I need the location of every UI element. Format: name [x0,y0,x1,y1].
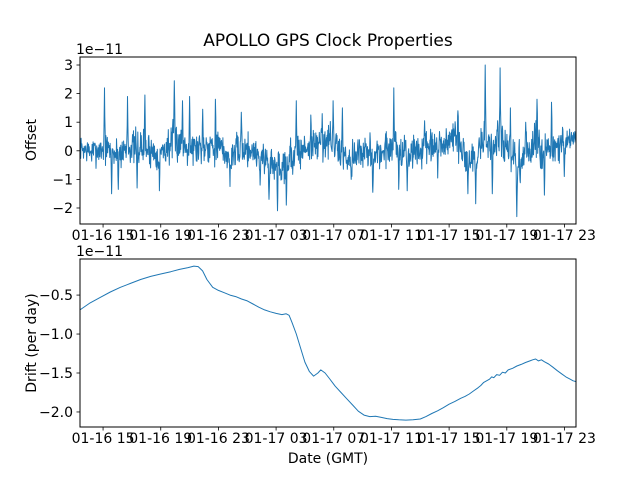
drift-x-tick-label: 01-17 19 [475,431,538,447]
drift-y-tick-label: −2.0 [39,405,73,421]
offset-x-tick-label: 01-16 15 [72,228,135,244]
drift-x-tick-label: 01-17 23 [533,431,596,447]
drift-x-tick-label: 01-17 07 [302,431,365,447]
drift-series-line [79,265,577,421]
offset-y-tick-label: −1 [52,172,73,188]
offset-axis-scale-text: 1e−11 [76,42,124,58]
drift-x-tick-label: 01-16 19 [129,431,192,447]
offset-x-tick-label: 01-17 15 [418,228,481,244]
offset-x-tick-label: 01-17 11 [360,228,423,244]
drift-axis-scale-text: 1e−11 [76,244,124,260]
offset-y-tick-label: 3 [64,58,73,74]
offset-axes-frame [79,56,577,225]
drift-y-tick-label: −1.0 [39,327,73,343]
offset-x-tick-label: 01-17 03 [245,228,308,244]
drift-y-tick-label: −1.5 [39,366,73,382]
offset-y-tick-label: −2 [52,201,73,217]
drift-x-tick-label: 01-17 15 [418,431,481,447]
offset-series-line [79,64,577,218]
drift-y-axis-label: Drift (per day) [24,293,40,393]
chart-title: APOLLO GPS Clock Properties [203,31,453,51]
offset-y-tick-label: 0 [64,144,73,160]
offset-y-tick-label: 2 [64,87,73,103]
date-x-axis-label: Date (GMT) [287,451,369,467]
offset-x-tick-label: 01-17 23 [533,228,596,244]
offset-x-tick-label: 01-16 23 [187,228,250,244]
offset-y-tick-label: 1 [64,115,73,131]
drift-y-tick-label: −0.5 [39,288,73,304]
offset-x-tick-label: 01-17 07 [302,228,365,244]
offset-x-tick-label: 01-17 19 [475,228,538,244]
drift-x-tick-label: 01-16 23 [187,431,250,447]
offset-y-axis-label: Offset [24,118,40,162]
drift-axes-frame [79,258,577,428]
drift-x-tick-label: 01-17 11 [360,431,423,447]
offset-x-tick-label: 01-16 19 [129,228,192,244]
drift-x-tick-label: 01-17 03 [245,431,308,447]
drift-x-tick-label: 01-16 15 [72,431,135,447]
